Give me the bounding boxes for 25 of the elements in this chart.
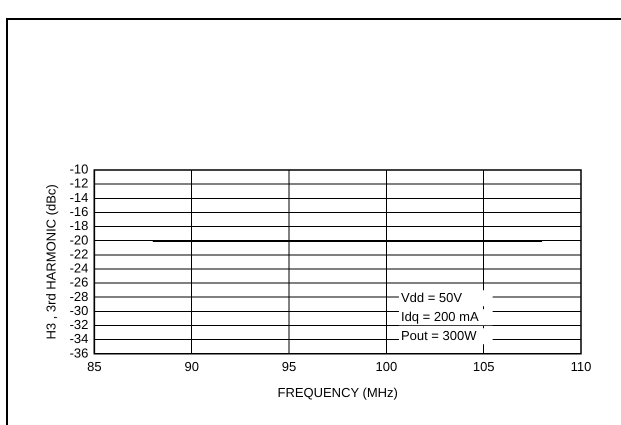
y-tick-label: -16: [70, 204, 88, 219]
y-tick-label: -30: [70, 302, 88, 318]
x-axis-title: FREQUENCY (MHz): [278, 384, 398, 400]
y-tick-label: -14: [70, 190, 88, 205]
y-tick-label: -34: [70, 331, 88, 346]
y-tick-label: -28: [70, 288, 88, 304]
annotation: Pout = 300W: [400, 328, 478, 343]
x-tick-label: 90: [184, 359, 199, 374]
y-tick-label: -24: [70, 260, 88, 276]
y-tick-label: -12: [70, 176, 88, 191]
x-tick-label: 95: [282, 359, 296, 374]
y-tick-label: -36: [70, 345, 88, 360]
y-tick-label: -10: [70, 162, 88, 177]
y-tick-label: -26: [70, 274, 88, 290]
x-tick-label: 100: [376, 359, 398, 374]
y-tick-label: -18: [70, 218, 88, 234]
annotation: Vdd = 50V: [400, 290, 462, 305]
annotation: Idq = 200 mA: [400, 308, 479, 324]
x-tick-label: 110: [570, 359, 592, 374]
x-tick-label: 105: [472, 359, 495, 374]
x-tick-label: 85: [87, 359, 102, 374]
y-tick-label: -32: [70, 317, 88, 332]
y-tick-label: -22: [70, 246, 88, 262]
y-tick-label: -20: [70, 232, 88, 248]
y-axis-title: H3 , 3rd HARMONIC (dBc): [43, 184, 58, 340]
